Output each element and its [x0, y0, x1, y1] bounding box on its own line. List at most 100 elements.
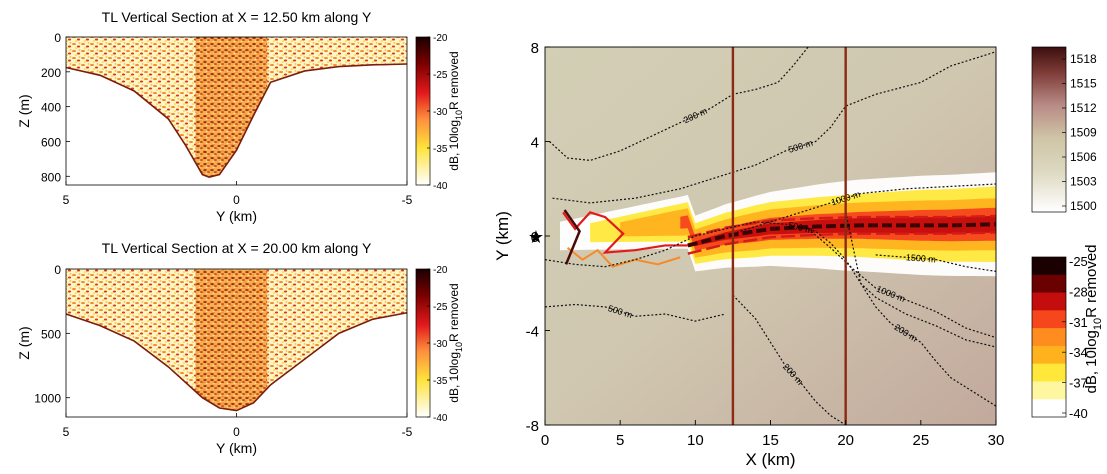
- section-title: TL Vertical Section at X = 20.00 km alon…: [102, 240, 372, 256]
- colorbar-tick-label: 1512: [1070, 101, 1097, 115]
- colorbar-label-main: dB, 10log: [1083, 330, 1100, 393]
- x-tick-label: 0: [541, 432, 549, 449]
- tl-colorbar-band: [1032, 381, 1066, 400]
- y-tick-label: -8: [526, 418, 539, 435]
- colorbar-tick-label: -34: [1069, 345, 1088, 360]
- tl-colorbar-band: [1032, 292, 1066, 311]
- seafloor-line: [65, 311, 408, 412]
- colorbar-tick-label: -31: [1069, 315, 1088, 330]
- y-tick-label: 800: [41, 170, 61, 184]
- colorbar-tick-label: -28: [1069, 284, 1088, 299]
- colorbar-tick-label: -25: [1069, 254, 1088, 269]
- y-tick-label: -4: [526, 324, 539, 341]
- colorbar-tick-label: -35: [433, 144, 448, 155]
- colorbar-label-main: dB, 10log: [447, 120, 461, 171]
- high-intensity-band: [195, 37, 268, 178]
- y-axis-label: Y (km): [493, 211, 512, 261]
- vertical-section-x12-5: TL Vertical Section at X = 12.50 km alon…: [16, 9, 464, 224]
- tl-contour-red-upper: [562, 211, 688, 254]
- colorbar-label: dB, 10log10R removed: [447, 51, 464, 170]
- bathymetry-contour: [875, 254, 996, 272]
- colorbar-label-main: dB, 10log: [447, 352, 461, 403]
- colorbar-tick-label: 1500: [1070, 199, 1097, 213]
- vertical-section-x20: TL Vertical Section at X = 20.00 km alon…: [16, 240, 464, 456]
- x-tick-label: -5: [402, 193, 413, 207]
- x-tick-label: 30: [988, 432, 1005, 449]
- tl-colorbar-band: [1032, 363, 1066, 382]
- colorbar-label-end: R removed: [447, 283, 461, 342]
- colorbar-label: dB, 10log10R removed: [447, 283, 464, 402]
- colorbar-tick-label: -30: [433, 107, 448, 118]
- colorbar-label-end: R removed: [1083, 245, 1100, 318]
- colorbar-tick-label: -25: [433, 302, 448, 313]
- colorbar-tick-label: -20: [433, 265, 448, 276]
- source-marker: ★: [528, 227, 544, 247]
- y-tick-label: 0: [54, 263, 61, 277]
- x-tick-label: 0: [233, 193, 240, 207]
- x-tick-label: -5: [402, 425, 413, 439]
- tl-contour-orange-lower: [566, 247, 681, 268]
- y-axis-label: Z (m): [16, 94, 32, 127]
- bathymetry-contour: [549, 47, 809, 162]
- x-tick-label: 5: [63, 193, 70, 207]
- colorbar-tick-label: 1509: [1070, 126, 1097, 140]
- seafloor-line: [65, 63, 408, 179]
- y-tick-label: 0: [54, 31, 61, 45]
- x-tick-label: 5: [63, 425, 70, 439]
- y-tick-label: 8: [531, 40, 539, 57]
- colorbar-tick-label: -35: [433, 376, 448, 387]
- colorbar-tick-label: -30: [433, 339, 448, 350]
- bathymetry-contour: [732, 183, 996, 235]
- y-axis-label: Z (m): [16, 326, 32, 359]
- bathymetry-contour: [732, 294, 847, 425]
- tl-colorbar-band: [1032, 399, 1066, 418]
- sound-speed-colorbar: [1031, 46, 1067, 213]
- colorbar-tick-label: 1518: [1070, 52, 1097, 66]
- colorbar-label-end: R removed: [447, 51, 461, 110]
- colorbar-label-sub: 10: [454, 342, 464, 352]
- tl-colorbar-band: [1032, 274, 1066, 294]
- colorbar-tick-label: -25: [433, 70, 448, 81]
- x-tick-label: 15: [762, 432, 779, 449]
- colorbar-tick-label: 1503: [1070, 175, 1097, 189]
- colorbar-tick-label: 1506: [1070, 150, 1097, 164]
- plan-view-axes: 0 5 10 15 20 25 30 8 4 0 -4 -8 X (km) Y (km) ★: [493, 40, 1004, 469]
- bathymetry-contour: [845, 212, 996, 407]
- y-tick-label: 400: [41, 101, 61, 115]
- y-tick-label: 500: [41, 327, 61, 341]
- source-wedge: [563, 209, 581, 265]
- contour-label: 1500 m: [905, 252, 936, 264]
- tl-colorbar-frame: [1031, 256, 1067, 418]
- colorbar-tick-label: -40: [1069, 406, 1088, 421]
- tl-colorbar-band: [1032, 310, 1066, 329]
- tl-colorbar-label: dB, 10log10R removed: [1083, 245, 1104, 394]
- y-tick-label: 600: [41, 135, 61, 149]
- tl-colorbar-band: [1032, 328, 1066, 347]
- colorbar-tick-label: -20: [433, 33, 448, 44]
- bathymetry-contour: [545, 303, 726, 322]
- x-axis-label: Y (km): [216, 440, 257, 456]
- colorbar-tick-label: -37: [1069, 376, 1088, 391]
- colorbar-tick-label: 1515: [1070, 77, 1097, 91]
- x-tick-label: 10: [687, 432, 704, 449]
- colorbar-label-sub: 10: [1092, 318, 1104, 330]
- bathymetry-contour: [545, 221, 996, 348]
- colorbar-tick-label: -40: [433, 413, 448, 424]
- x-axis-label: Y (km): [216, 208, 257, 224]
- x-tick-label: 0: [233, 425, 240, 439]
- tl-colorbar-band: [1032, 257, 1066, 276]
- colorbars: 1518 1515 1512 1509 1506 1503 1500 -25 -28 -31 -34…: [1031, 46, 1104, 421]
- y-tick-label: 1000: [34, 392, 61, 406]
- x-tick-label: 20: [837, 432, 854, 449]
- y-tick-label: 200: [41, 66, 61, 80]
- colorbar-tick-label: -40: [433, 181, 448, 192]
- x-axis-label: X (km): [745, 450, 795, 469]
- bathymetry-contour: [552, 51, 996, 204]
- x-tick-label: 25: [912, 432, 929, 449]
- tl-colorbar-band: [1032, 345, 1066, 365]
- section-title: TL Vertical Section at X = 12.50 km alon…: [102, 9, 372, 25]
- high-intensity-band: [195, 269, 268, 411]
- bathymetry-contour: [807, 228, 996, 339]
